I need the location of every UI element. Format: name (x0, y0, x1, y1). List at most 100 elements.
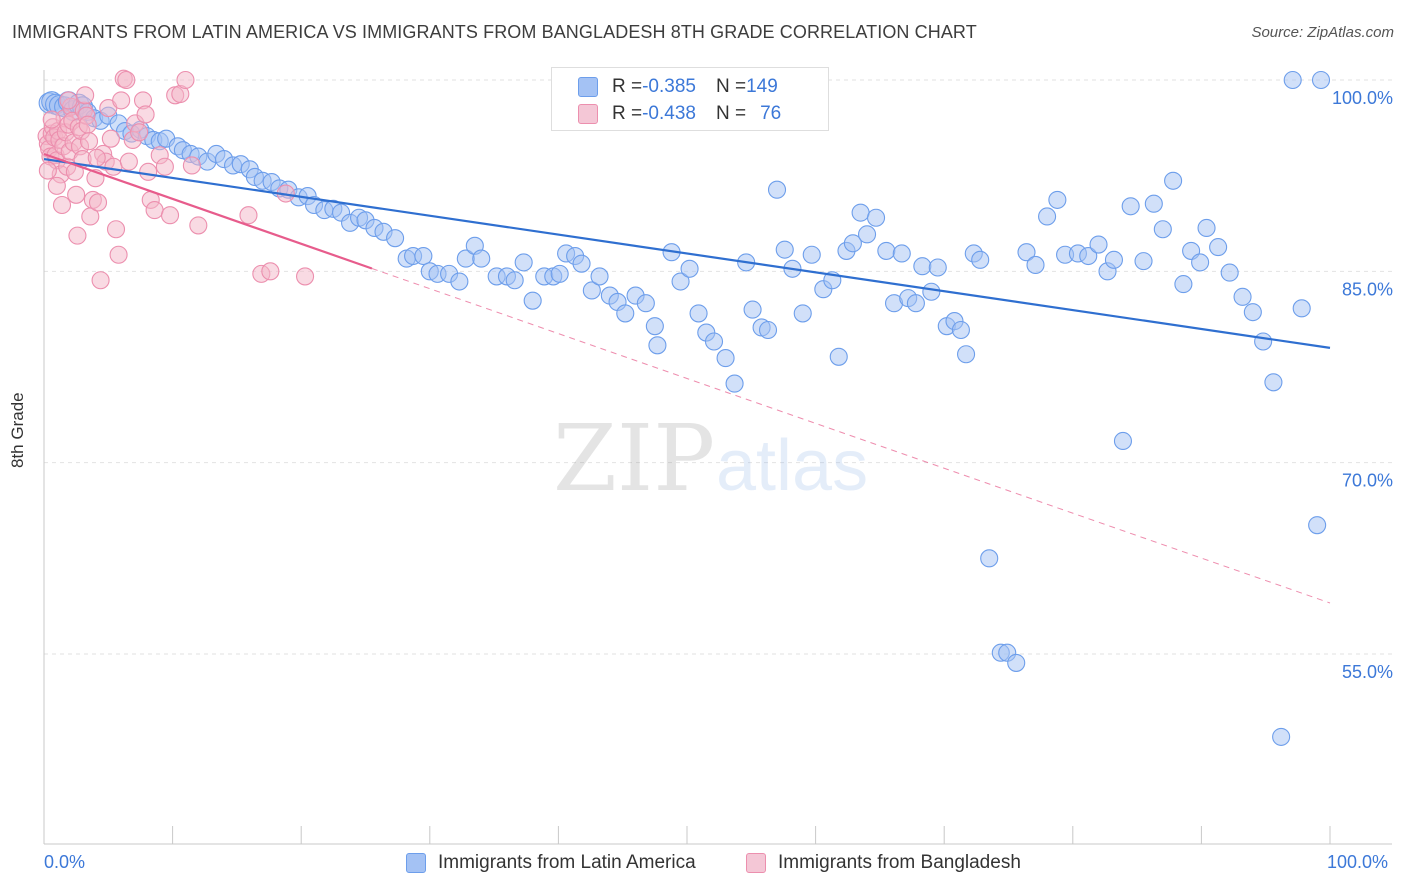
series-latin-america-points (38, 70, 1331, 746)
data-point (928, 258, 947, 277)
data-point (1272, 727, 1291, 746)
data-point (590, 267, 609, 286)
data-point (78, 115, 97, 134)
data-point (42, 110, 61, 129)
trend-line-latin-america (43, 157, 1331, 349)
data-point (913, 257, 932, 276)
data-point (160, 206, 180, 225)
data-point (775, 240, 794, 259)
watermark: ZIP atlas (553, 405, 868, 512)
data-point (176, 70, 195, 90)
x-tick-max: 100.0% (1327, 852, 1389, 872)
data-point (1191, 253, 1210, 272)
data-point (636, 294, 655, 313)
data-point (189, 216, 208, 235)
data-point (505, 271, 524, 290)
data-point (155, 157, 174, 176)
legend-item-bangladesh[interactable]: Immigrants from Bangladesh (746, 852, 1021, 874)
data-point (1164, 171, 1183, 190)
data-point (130, 123, 149, 142)
data-point (91, 271, 110, 290)
data-point (386, 229, 405, 248)
chart-title: IMMIGRANTS FROM LATIN AMERICA VS IMMIGRA… (12, 22, 977, 42)
data-point (1264, 373, 1283, 392)
legend-r-value: -0.385 (642, 76, 696, 97)
legend-item-latin-america[interactable]: Immigrants from Latin America (406, 852, 696, 874)
data-point (117, 70, 136, 90)
data-point (1089, 235, 1108, 254)
data-point (68, 226, 87, 245)
data-point (725, 374, 744, 393)
data-point (1026, 255, 1045, 275)
data-point (767, 180, 787, 199)
stats-legend: R = -0.385 N = 149 R = -0.438 N = 76 (551, 67, 829, 131)
data-point (951, 320, 970, 340)
data-point (1174, 275, 1193, 294)
data-point (76, 86, 95, 105)
watermark-zip: ZIP (553, 405, 715, 512)
legend-n-value: 149 (746, 76, 778, 97)
legend-swatch-blue (578, 77, 598, 97)
data-point (1308, 516, 1327, 535)
legend-r-label: R = (612, 103, 643, 124)
data-point (906, 294, 925, 313)
data-point (145, 201, 164, 220)
data-point (1197, 218, 1216, 238)
trend-lines (43, 152, 1331, 604)
data-point (857, 225, 877, 244)
y-tick-label: 85.0% (1342, 279, 1393, 299)
data-point (743, 300, 762, 319)
y-tick-labels: 55.0% 70.0% 85.0% 100.0% (1332, 88, 1393, 682)
data-point (616, 304, 635, 323)
data-point (1311, 70, 1331, 90)
legend-n-value: 76 (760, 103, 782, 124)
data-point (1283, 70, 1302, 90)
watermark-atlas: atlas (716, 426, 868, 506)
data-point (582, 281, 601, 300)
data-point (1153, 220, 1172, 239)
data-point (239, 206, 258, 225)
y-tick-label: 55.0% (1342, 662, 1393, 682)
data-point (472, 249, 491, 268)
data-point (87, 148, 106, 167)
data-point (182, 156, 201, 175)
legend-n-label: N = (715, 103, 747, 124)
y-axis-title: 8th Grade (8, 392, 27, 468)
data-point (523, 291, 542, 310)
data-point (136, 105, 155, 124)
data-point (1104, 250, 1124, 269)
legend-label: Immigrants from Latin America (438, 852, 696, 873)
data-point (793, 304, 812, 323)
data-point (716, 349, 735, 368)
data-point (1017, 243, 1036, 262)
data-point (67, 185, 86, 204)
data-point (104, 157, 123, 176)
legend-row-bangladesh: R = -0.438 N = 76 (552, 101, 781, 127)
trend-line-bangladesh-projection (371, 268, 1331, 604)
data-point (414, 246, 433, 266)
data-point (47, 176, 66, 195)
data-point (88, 193, 108, 212)
x-tick-min: 0.0% (44, 852, 86, 872)
data-point (1144, 194, 1163, 213)
data-point (572, 254, 591, 273)
data-point (802, 245, 821, 264)
data-point (758, 320, 778, 340)
data-point (1007, 653, 1026, 672)
data-point (450, 272, 469, 291)
data-point (101, 129, 120, 148)
data-point (79, 132, 99, 151)
data-point (1134, 252, 1153, 271)
data-point (704, 332, 724, 351)
data-point (1113, 431, 1133, 451)
legend-label: Immigrants from Bangladesh (778, 852, 1021, 873)
data-point (38, 161, 57, 180)
data-point (689, 304, 708, 323)
data-point (1048, 190, 1067, 209)
data-point (892, 244, 911, 263)
data-point (971, 250, 990, 269)
data-point (851, 203, 870, 222)
data-point (1254, 332, 1273, 351)
data-point (829, 347, 848, 366)
